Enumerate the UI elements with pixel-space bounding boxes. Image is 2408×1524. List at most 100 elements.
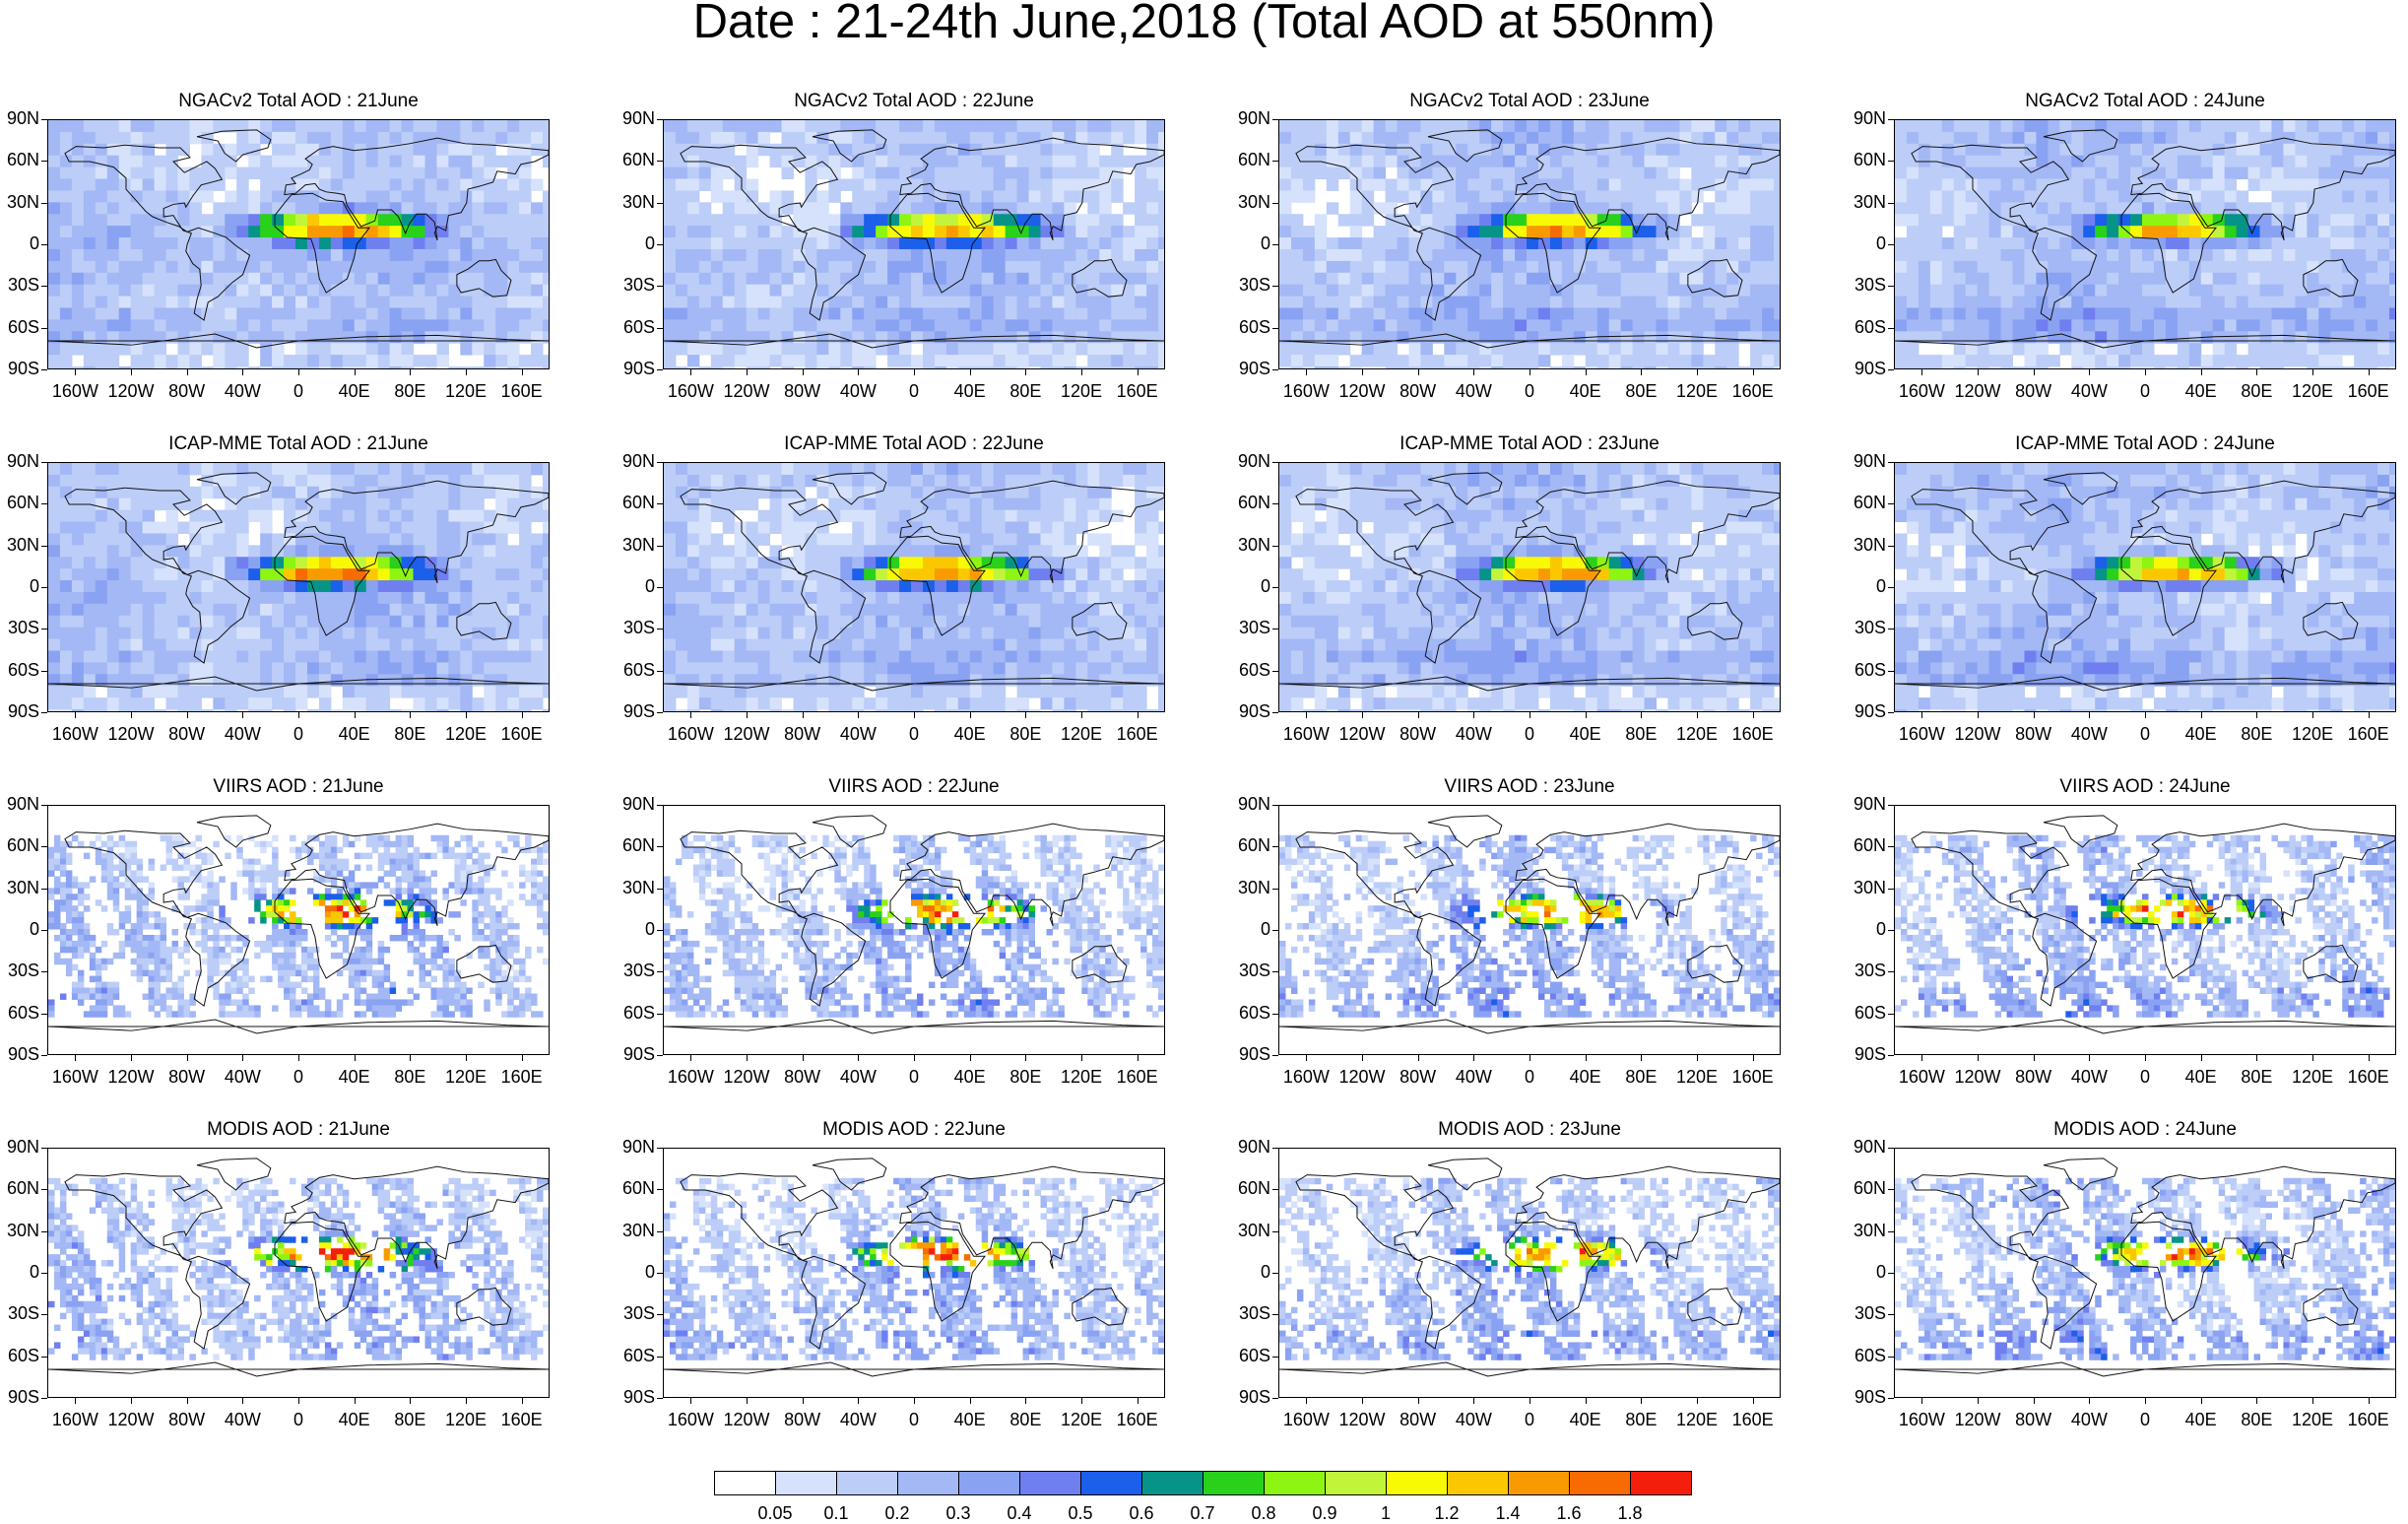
lat-tick-label: 90S — [623, 1044, 655, 1065]
lon-tick-label: 40E — [325, 1067, 384, 1088]
lat-tick — [657, 1014, 663, 1015]
lon-tick — [2201, 1055, 2202, 1061]
lon-tick-label: 160E — [2339, 1067, 2398, 1088]
lon-tick-label: 80E — [1611, 1410, 1670, 1430]
lon-tick — [1362, 1398, 1363, 1404]
lat-tick-label: 90S — [1239, 1044, 1270, 1065]
lon-tick-label: 120E — [1052, 724, 1111, 745]
lon-tick-label: 160W — [45, 724, 104, 745]
lon-tick — [1529, 1055, 1530, 1061]
panel-title: NGACv2 Total AOD : 21June — [47, 91, 550, 112]
colorbar-label: 0.6 — [1117, 1503, 1166, 1524]
lon-tick-label: 40W — [2059, 1067, 2118, 1088]
lat-tick-label: 60S — [1239, 660, 1270, 681]
lat-tick-label: 30N — [1238, 192, 1270, 213]
lon-tick-label: 120W — [1948, 1410, 2007, 1430]
lat-tick — [657, 503, 663, 504]
lon-tick-label: 40W — [213, 1410, 272, 1430]
lat-tick — [1272, 587, 1278, 588]
lon-tick — [914, 1055, 915, 1061]
lat-tick — [1272, 369, 1278, 370]
lon-tick — [242, 369, 243, 375]
lon-tick-label: 40E — [325, 381, 384, 402]
lon-tick — [2089, 1055, 2090, 1061]
aod-colorbar — [714, 1471, 1691, 1495]
lat-tick — [657, 889, 663, 890]
lon-tick-label: 40E — [325, 1410, 384, 1430]
lat-tick — [657, 1273, 663, 1274]
lon-tick-label: 120W — [1333, 381, 1392, 402]
lon-tick-label: 160E — [1108, 1067, 1167, 1088]
lon-tick-label: 160E — [492, 381, 552, 402]
lon-tick-label: 40W — [828, 1067, 887, 1088]
panel-title: MODIS AOD : 24June — [1894, 1119, 2396, 1141]
colorbar-swatch — [1019, 1471, 1081, 1495]
lat-tick — [1888, 1148, 1894, 1149]
lat-tick — [41, 203, 47, 204]
lon-tick-label: 160W — [1892, 381, 1951, 402]
lat-tick-label: 60S — [1239, 1003, 1270, 1024]
coastline-0 — [681, 1173, 866, 1349]
lat-tick-label: 30N — [622, 1221, 655, 1241]
coastline-5 — [1279, 1020, 1780, 1033]
lon-tick — [242, 1398, 243, 1404]
lat-tick — [1272, 671, 1278, 672]
lat-tick — [41, 1231, 47, 1232]
lon-tick-label: 40E — [1556, 381, 1615, 402]
lat-tick — [1272, 286, 1278, 287]
lon-tick — [1586, 1055, 1587, 1061]
lat-tick — [1272, 1273, 1278, 1274]
lon-tick — [187, 712, 188, 718]
lat-tick-label: 90N — [1238, 1137, 1270, 1158]
lon-tick — [298, 369, 299, 375]
lon-tick-label: 80W — [158, 381, 217, 402]
lat-tick — [41, 1148, 47, 1149]
lat-tick — [41, 671, 47, 672]
lon-tick — [2145, 369, 2146, 375]
lat-tick — [657, 1314, 663, 1315]
aod-map — [1894, 805, 2396, 1055]
lat-tick — [657, 161, 663, 162]
lat-tick — [41, 369, 47, 370]
colorbar-label: 0.8 — [1239, 1503, 1288, 1524]
lat-tick — [1888, 1273, 1894, 1274]
lon-tick-label: 80W — [2004, 1410, 2063, 1430]
lon-tick — [1586, 1398, 1587, 1404]
lat-tick-label: 90N — [1854, 451, 1886, 472]
lon-tick — [1081, 1398, 1082, 1404]
lon-tick-label: 40W — [2059, 1410, 2118, 1430]
lon-tick — [1697, 369, 1698, 375]
colorbar-label: 0.2 — [873, 1503, 922, 1524]
lat-tick-label: 90S — [1855, 701, 1886, 722]
panel-title: ICAP-MME Total AOD : 23June — [1278, 433, 1781, 455]
lon-tick-label: 120E — [1667, 1067, 1726, 1088]
lat-tick-label: 90S — [1239, 359, 1270, 379]
lon-tick — [75, 369, 76, 375]
lon-tick — [858, 712, 859, 718]
lon-tick — [466, 369, 467, 375]
lat-tick-label: 90N — [7, 451, 39, 472]
lon-tick — [1753, 1055, 1754, 1061]
lat-tick — [657, 1189, 663, 1190]
lon-tick-label: 120W — [101, 724, 161, 745]
lon-tick-label: 160W — [45, 381, 104, 402]
lon-tick — [355, 712, 356, 718]
lat-tick-label: 30S — [1855, 618, 1886, 638]
lon-tick-label: 0 — [1500, 1410, 1559, 1430]
lat-tick — [1272, 1014, 1278, 1015]
lon-tick — [187, 369, 188, 375]
lon-tick — [410, 1398, 411, 1404]
lon-tick — [1978, 1055, 1979, 1061]
lat-tick-label: 60N — [7, 1178, 39, 1199]
lat-tick — [1888, 1189, 1894, 1190]
lat-tick — [41, 1357, 47, 1358]
lat-tick-label: 30S — [1855, 961, 1886, 981]
colorbar-swatch — [1508, 1471, 1570, 1495]
lon-tick — [690, 712, 691, 718]
lon-tick — [1586, 712, 1587, 718]
lat-tick — [41, 971, 47, 972]
colorbar-label: 0.05 — [750, 1503, 800, 1524]
lon-tick-label: 160E — [492, 1410, 552, 1430]
